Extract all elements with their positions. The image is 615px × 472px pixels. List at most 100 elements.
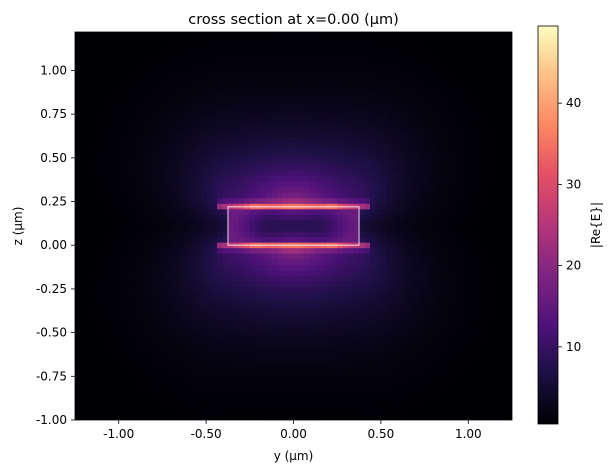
heatmap-cell bbox=[440, 292, 448, 299]
heatmap-cell bbox=[342, 43, 349, 50]
heatmap-cell bbox=[304, 153, 311, 161]
heatmap-cell bbox=[402, 220, 409, 227]
heatmap-cell bbox=[430, 214, 437, 222]
heatmap-cell bbox=[195, 87, 202, 94]
heatmap-cell bbox=[386, 59, 393, 66]
heatmap-cell bbox=[217, 259, 224, 266]
heatmap-cell bbox=[413, 347, 420, 355]
heatmap-cell bbox=[151, 275, 158, 283]
heatmap-cell bbox=[189, 37, 196, 44]
heatmap-cell bbox=[266, 120, 273, 127]
heatmap-cell bbox=[206, 281, 213, 288]
heatmap-cell bbox=[315, 298, 322, 305]
heatmap-cell bbox=[309, 92, 316, 100]
heatmap-cell bbox=[200, 87, 207, 94]
heatmap-cell bbox=[129, 375, 136, 382]
heatmap-cell bbox=[184, 159, 191, 166]
heatmap-cell bbox=[430, 98, 437, 105]
heatmap-cell bbox=[397, 120, 404, 127]
heatmap-cell bbox=[468, 320, 475, 327]
heatmap-cell bbox=[107, 70, 114, 77]
heatmap-cell bbox=[124, 142, 131, 149]
heatmap-cell bbox=[457, 87, 464, 94]
heatmap-cell bbox=[402, 203, 409, 210]
heatmap-cell bbox=[107, 115, 114, 122]
heatmap-cell bbox=[419, 231, 426, 238]
heatmap-cell bbox=[282, 37, 289, 44]
heatmap-cell bbox=[91, 120, 98, 127]
heatmap-cell bbox=[326, 220, 333, 227]
heatmap-cell bbox=[446, 309, 453, 316]
heatmap-cell bbox=[348, 170, 355, 177]
heatmap-cell bbox=[462, 98, 469, 105]
heatmap-cell bbox=[146, 81, 153, 89]
heatmap-cell bbox=[315, 198, 322, 205]
heatmap-cell bbox=[457, 104, 464, 111]
heatmap-cell bbox=[129, 48, 136, 55]
heatmap-cell bbox=[255, 170, 262, 177]
heatmap-cell bbox=[151, 309, 158, 316]
heatmap-cell bbox=[211, 342, 218, 349]
heatmap-cell bbox=[380, 54, 387, 61]
heatmap-cell bbox=[135, 159, 142, 166]
heatmap-cell bbox=[315, 353, 322, 360]
heatmap-cell bbox=[419, 142, 426, 149]
heatmap-cell bbox=[348, 37, 355, 44]
heatmap-cell bbox=[353, 98, 360, 105]
heatmap-cell bbox=[96, 165, 103, 172]
heatmap-cell bbox=[135, 142, 142, 149]
heatmap-cell bbox=[162, 320, 169, 327]
heatmap-cell bbox=[293, 226, 300, 233]
heatmap-cell bbox=[457, 48, 464, 55]
heatmap-cell bbox=[277, 292, 284, 299]
heatmap-cell bbox=[162, 331, 169, 338]
heatmap-cell bbox=[107, 142, 114, 149]
heatmap-cell bbox=[457, 248, 464, 255]
heatmap-cell bbox=[495, 148, 502, 155]
heatmap-cell bbox=[217, 176, 224, 183]
heatmap-cell bbox=[304, 76, 311, 83]
heatmap-cell bbox=[479, 153, 486, 161]
heatmap-cell bbox=[430, 270, 437, 277]
heatmap-cell bbox=[320, 70, 327, 77]
heatmap-cell bbox=[337, 259, 344, 266]
heatmap-cell bbox=[260, 231, 267, 238]
heatmap-cell bbox=[369, 303, 377, 310]
heatmap-cell bbox=[151, 264, 158, 271]
heatmap-cell bbox=[462, 81, 469, 89]
heatmap-cell bbox=[282, 364, 289, 371]
heatmap-cell bbox=[320, 231, 327, 238]
heatmap-cell bbox=[189, 126, 196, 133]
heatmap-cell bbox=[288, 131, 295, 138]
heatmap-cell bbox=[211, 275, 218, 283]
heatmap-cell bbox=[288, 76, 295, 83]
heatmap-cell bbox=[118, 176, 125, 183]
heatmap-cell bbox=[146, 48, 153, 55]
heatmap-cell bbox=[304, 342, 311, 349]
heatmap-cell bbox=[435, 298, 442, 305]
heatmap-cell bbox=[173, 347, 180, 355]
heatmap-cell bbox=[348, 353, 355, 360]
heatmap-cell bbox=[227, 342, 235, 349]
heatmap-cell bbox=[135, 87, 142, 94]
heatmap-cell bbox=[178, 320, 185, 327]
heatmap-cell bbox=[217, 32, 224, 39]
heatmap-cell bbox=[298, 226, 306, 233]
heatmap-cell bbox=[468, 370, 475, 377]
heatmap-cell bbox=[386, 259, 393, 266]
heatmap-cell bbox=[468, 115, 475, 122]
heatmap-cell bbox=[359, 148, 366, 155]
heatmap-cell bbox=[206, 126, 213, 133]
heatmap-cell bbox=[315, 370, 322, 377]
heatmap-cell bbox=[424, 270, 431, 277]
heatmap-cell bbox=[375, 347, 382, 355]
heatmap-cell bbox=[440, 192, 448, 199]
heatmap-cell bbox=[484, 231, 491, 238]
heatmap-cell bbox=[288, 347, 295, 355]
heatmap-cell bbox=[369, 264, 377, 271]
heatmap-cell bbox=[402, 32, 409, 39]
heatmap-cell bbox=[124, 120, 131, 127]
heatmap-cell bbox=[113, 142, 120, 149]
heatmap-cell bbox=[118, 314, 125, 321]
heatmap-cell bbox=[490, 264, 497, 271]
